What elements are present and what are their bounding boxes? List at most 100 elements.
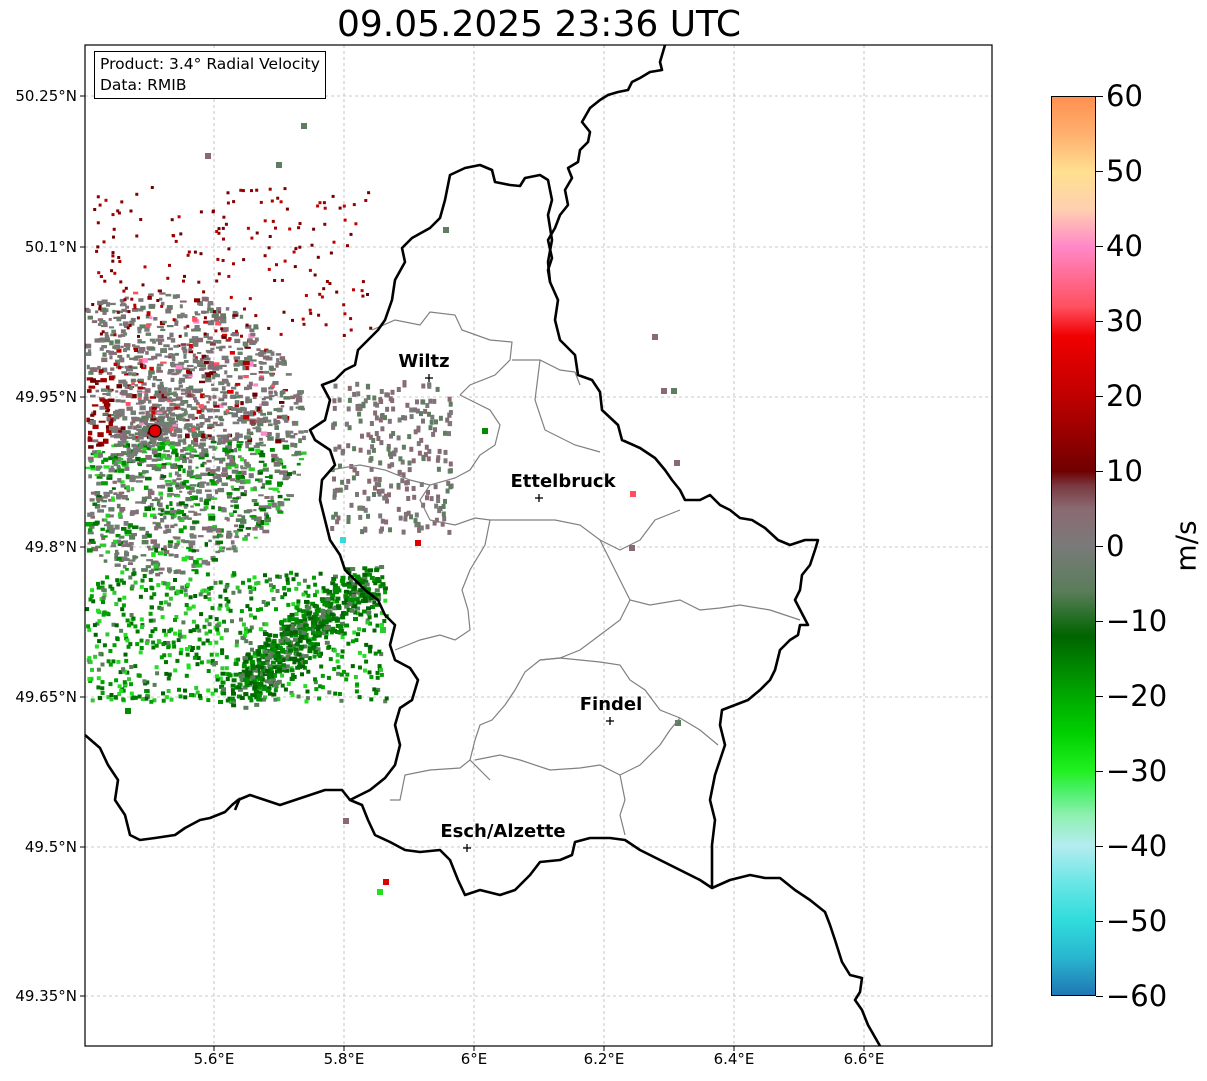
echo-pixel (279, 438, 286, 443)
map-title: 09.05.2025 23:36 UTC (336, 4, 742, 45)
echo-pixel (277, 574, 282, 579)
echo-pixel (176, 638, 181, 643)
echo-pixel (103, 494, 110, 497)
echo-pixel (139, 526, 146, 531)
echo-pixel (164, 510, 171, 515)
echo-pixel (164, 355, 169, 358)
echo-pixel (197, 693, 202, 698)
echo-pixel (141, 432, 146, 435)
echo-pixel (169, 332, 174, 338)
echo-pixel (313, 650, 319, 655)
echo-pixel (259, 469, 264, 472)
echo-pixel (325, 597, 331, 601)
echo-pixel (95, 545, 102, 549)
echo-pixel (267, 686, 272, 691)
echo-pixel (311, 628, 315, 632)
echo-pixel (185, 582, 190, 587)
echo-pixel (256, 697, 262, 702)
echo-pixel (206, 340, 212, 344)
echo-pixel (304, 599, 309, 604)
echo-pixel (275, 574, 280, 579)
echo-pixel (185, 555, 190, 560)
echo-pixel (269, 474, 273, 479)
colorbar-tick-label: −50 (1106, 904, 1168, 938)
echo-pixel (277, 481, 284, 485)
echo-pixel (174, 442, 180, 447)
echo-pixel (226, 201, 230, 205)
echo-pixel (282, 618, 287, 623)
echo-pixel (290, 631, 296, 636)
echo-pixel (191, 490, 196, 493)
echo-pixel (257, 685, 263, 690)
echo-pixel (448, 484, 453, 490)
echo-pixel (413, 518, 418, 524)
echo-pixel (212, 362, 220, 368)
echo-pixel (335, 599, 340, 604)
echo-pixel (261, 668, 267, 673)
echo-pixel (289, 570, 293, 575)
echo-pixel (256, 652, 262, 657)
echo-pixel (247, 578, 252, 583)
echo-pixel (172, 424, 178, 427)
echo-pixel (145, 689, 150, 694)
echo-pixel (245, 652, 251, 657)
echo-pixel (157, 551, 164, 556)
echo-pixel (92, 623, 97, 628)
echo-pixel (122, 289, 126, 293)
echo-pixel (237, 455, 242, 459)
echo-pixel (362, 576, 368, 580)
echo-pixel (320, 623, 326, 628)
echo-pixel (201, 296, 208, 302)
echo-pixel (214, 640, 219, 645)
echo-pixel (234, 395, 240, 399)
echo-pixel (333, 691, 338, 696)
echo-pixel (103, 465, 110, 469)
echo-pixel (151, 645, 156, 650)
echo-pixel (124, 286, 128, 290)
echo-pixel (95, 249, 99, 253)
echo-pixel (121, 544, 128, 547)
echo-pixel (91, 599, 96, 604)
echo-pixel (193, 437, 199, 443)
echo-pixel (178, 517, 183, 520)
echo-pixel (115, 427, 122, 431)
echo-pixel (247, 361, 254, 367)
echo-pixel (340, 450, 345, 456)
echo-pixel (379, 610, 384, 615)
echo-pixel (137, 328, 142, 334)
echo-pixel (135, 192, 139, 196)
echo-pixel (222, 237, 225, 241)
echo-pixel (268, 667, 274, 672)
echo-pixel (228, 337, 232, 341)
echo-pixel (391, 431, 396, 436)
echo-pixel (91, 404, 99, 407)
echo-pixel (232, 262, 235, 266)
echo-pixel (125, 708, 131, 714)
echo-pixel (197, 352, 202, 355)
echo-pixel (363, 398, 368, 404)
echo-pixel (159, 292, 166, 295)
echo-pixel (168, 441, 175, 447)
echo-pixel (146, 559, 154, 562)
echo-pixel (147, 296, 152, 300)
echo-pixel (200, 367, 207, 370)
echo-pixel (314, 604, 319, 609)
echo-pixel (176, 482, 180, 486)
echo-pixel (193, 511, 198, 516)
echo-pixel (289, 676, 295, 681)
echo-pixel (121, 580, 126, 585)
echo-pixel (183, 354, 187, 359)
echo-pixel (270, 351, 275, 356)
colorbar-tick (1096, 96, 1103, 97)
echo-pixel (128, 542, 134, 546)
echo-pixel (185, 423, 193, 428)
echo-pixel (161, 427, 168, 431)
echo-pixel (221, 355, 229, 361)
echo-pixel (267, 500, 275, 503)
echo-pixel (140, 554, 147, 557)
echo-pixel (95, 310, 99, 314)
echo-pixel (155, 671, 160, 676)
echo-pixel (296, 694, 301, 699)
echo-pixel (258, 470, 263, 475)
echo-pixel (257, 645, 263, 650)
